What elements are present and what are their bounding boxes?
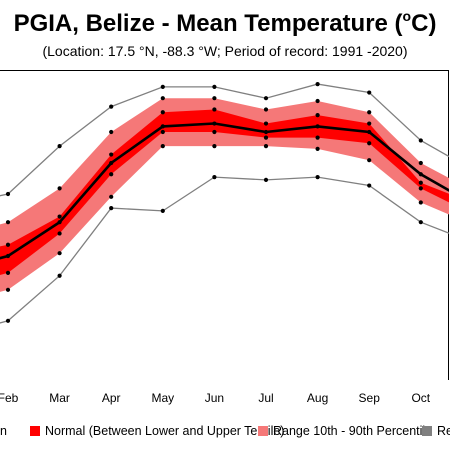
point-mean-apr bbox=[109, 160, 114, 166]
point-90th-percentile-apr bbox=[109, 129, 114, 135]
legend-record: Re bbox=[422, 424, 450, 438]
point-mean-may bbox=[160, 124, 165, 129]
legend-range: Range 10th - 90th Percentile bbox=[258, 424, 432, 438]
point-90th-percentile-jun bbox=[212, 96, 217, 101]
x-tick-label-sep: Sep bbox=[359, 391, 381, 405]
point-lower-tercile-jul bbox=[263, 135, 269, 140]
chart-subtitle: (Location: 17.5 °N, -88.3 °W; Period of … bbox=[42, 43, 408, 59]
x-tick-label-mar: Mar bbox=[49, 391, 70, 405]
point-10th-percentile-oct bbox=[418, 200, 423, 205]
normal-tercile-band bbox=[0, 109, 449, 276]
legend-mean-label: n bbox=[0, 424, 7, 438]
point-lower-tercile-sep bbox=[367, 141, 372, 146]
point-lower-tercile-oct bbox=[418, 186, 423, 191]
point-mean-jun bbox=[212, 121, 217, 126]
point-lower-tercile-apr bbox=[109, 172, 114, 177]
x-tick-label-apr: Apr bbox=[102, 391, 121, 405]
x-tick-label-jul: Jul bbox=[258, 391, 273, 405]
point-record-max-aug bbox=[315, 81, 320, 87]
point-90th-percentile-jul bbox=[263, 107, 269, 112]
point-90th-percentile-mar bbox=[57, 186, 62, 191]
point-mean-sep bbox=[367, 129, 372, 135]
x-tick-label-jun: Jun bbox=[205, 391, 224, 405]
legend-record-label: Re bbox=[437, 424, 450, 438]
point-90th-percentile-aug bbox=[315, 98, 320, 104]
point-upper-tercile-oct bbox=[418, 180, 423, 185]
point-upper-tercile-mar bbox=[57, 214, 62, 219]
point-lower-tercile-may bbox=[160, 129, 165, 135]
x-tick-label-oct: Oct bbox=[411, 391, 430, 405]
point-upper-tercile-jun bbox=[212, 107, 217, 112]
legend-range-label: Range 10th - 90th Percentile bbox=[273, 424, 433, 438]
point-lower-tercile-jun bbox=[212, 129, 217, 135]
point-record-min-oct bbox=[418, 220, 423, 225]
point-lower-tercile-mar bbox=[57, 231, 62, 236]
point-10th-percentile-sep bbox=[367, 158, 372, 163]
point-90th-percentile-feb bbox=[5, 220, 11, 225]
point-record-max-apr bbox=[109, 104, 114, 109]
chart-title-text: PGIA, Belize - Mean Temperature ( bbox=[13, 10, 403, 37]
chart-title: PGIA, Belize - Mean Temperature (oC) bbox=[0, 8, 450, 38]
point-10th-percentile-apr bbox=[109, 194, 114, 199]
point-record-min-aug bbox=[315, 174, 320, 180]
point-record-max-may bbox=[160, 84, 165, 90]
point-record-min-apr bbox=[109, 205, 114, 211]
point-10th-percentile-may bbox=[160, 143, 165, 149]
point-record-max-feb bbox=[5, 191, 11, 197]
point-10th-percentile-jul bbox=[263, 143, 269, 149]
point-upper-tercile-may bbox=[160, 110, 165, 115]
point-lower-tercile-aug bbox=[315, 135, 320, 140]
point-upper-tercile-aug bbox=[315, 112, 320, 118]
point-record-max-oct bbox=[418, 138, 423, 143]
point-record-min-sep bbox=[367, 183, 372, 188]
point-record-max-jul bbox=[263, 96, 269, 101]
legend-normal-swatch bbox=[30, 426, 40, 436]
legend-range-swatch bbox=[258, 426, 268, 436]
point-record-max-jun bbox=[212, 84, 217, 90]
point-10th-percentile-mar bbox=[57, 251, 62, 256]
point-lower-tercile-feb bbox=[5, 270, 11, 276]
plot-frame bbox=[0, 70, 449, 380]
point-upper-tercile-jul bbox=[263, 121, 269, 126]
legend-mean: n bbox=[0, 424, 7, 438]
point-mean-mar bbox=[57, 220, 62, 225]
point-record-min-may bbox=[160, 208, 165, 214]
legend-normal: Normal (Between Lower and Upper Tercile) bbox=[30, 424, 284, 438]
point-upper-tercile-feb bbox=[5, 242, 11, 247]
point-record-min-jun bbox=[212, 174, 217, 180]
point-upper-tercile-sep bbox=[367, 121, 372, 126]
point-record-max-mar bbox=[57, 143, 62, 149]
chart-title-unit: C) bbox=[411, 10, 437, 37]
point-mean-aug bbox=[315, 124, 320, 129]
point-record-max-sep bbox=[367, 90, 372, 95]
point-mean-oct bbox=[418, 172, 423, 177]
x-tick-label-feb: Feb bbox=[0, 391, 19, 405]
legend-normal-label: Normal (Between Lower and Upper Tercile) bbox=[45, 424, 285, 438]
point-upper-tercile-apr bbox=[109, 152, 114, 157]
point-mean-feb bbox=[5, 253, 11, 259]
point-10th-percentile-feb bbox=[5, 287, 11, 292]
plot-area bbox=[0, 81, 449, 324]
point-record-min-jul bbox=[263, 177, 269, 183]
point-10th-percentile-jun bbox=[212, 143, 217, 149]
point-mean-jul bbox=[263, 129, 269, 135]
point-record-min-mar bbox=[57, 273, 62, 278]
range-10-90-band bbox=[0, 98, 449, 292]
point-10th-percentile-aug bbox=[315, 146, 320, 152]
point-90th-percentile-sep bbox=[367, 110, 372, 115]
x-tick-label-aug: Aug bbox=[307, 391, 328, 405]
point-90th-percentile-oct bbox=[418, 160, 423, 166]
legend-record-swatch bbox=[422, 426, 432, 436]
x-tick-label-may: May bbox=[151, 391, 174, 405]
degree-symbol: o bbox=[402, 8, 412, 24]
point-record-min-feb bbox=[5, 318, 11, 323]
point-90th-percentile-may bbox=[160, 96, 165, 101]
